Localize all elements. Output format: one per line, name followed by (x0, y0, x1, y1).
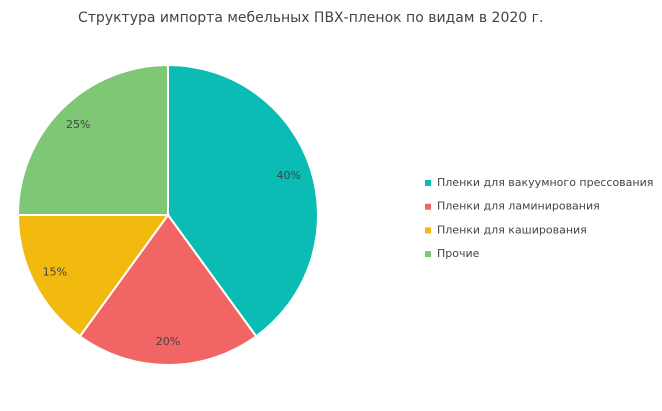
slice-label: 25% (66, 118, 90, 131)
legend-marker (425, 227, 431, 234)
pie-slice (16, 63, 169, 216)
pie-slice (167, 63, 319, 338)
legend-marker (425, 251, 431, 258)
pie-slice (16, 214, 170, 338)
slice-label: 20% (156, 335, 180, 348)
legend-label: Пленки для ламинирования (437, 200, 600, 213)
legend-label: Прочие (437, 247, 480, 260)
legend-marker (425, 203, 431, 210)
legend-label: Пленки для вакуумного прессования (437, 176, 653, 189)
slice-label: 40% (277, 169, 301, 182)
chart-title: Структура импорта мебельных ПВХ-пленок п… (78, 10, 543, 26)
pie-slice (78, 213, 258, 366)
legend-marker (425, 180, 431, 186)
slice-label: 15% (43, 266, 67, 279)
legend-label: Пленки для каширования (437, 223, 587, 236)
